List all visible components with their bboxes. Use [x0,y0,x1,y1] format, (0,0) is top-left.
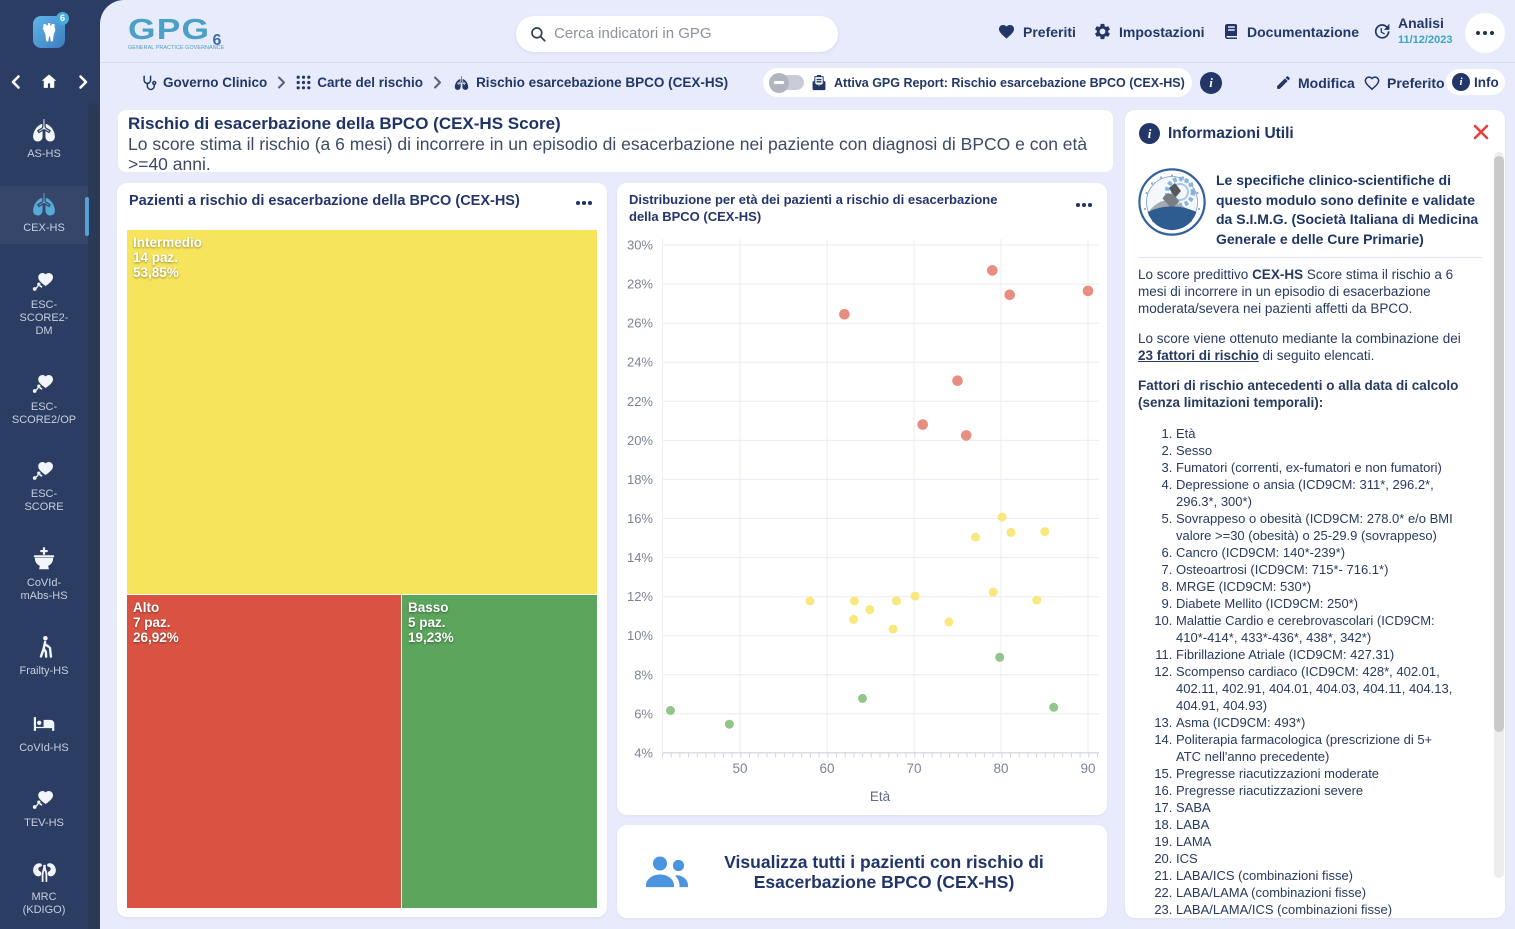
svg-text:4%: 4% [634,745,653,760]
svg-text:26%: 26% [627,316,653,331]
svg-text:18%: 18% [627,472,653,487]
svg-text:70: 70 [906,761,921,776]
svg-text:14%: 14% [627,550,653,565]
svg-text:90: 90 [1080,761,1095,776]
svg-text:10%: 10% [627,628,653,643]
svg-text:24%: 24% [627,355,653,370]
svg-text:60: 60 [819,761,834,776]
svg-text:16%: 16% [627,511,653,526]
svg-text:8%: 8% [634,667,653,682]
svg-text:28%: 28% [627,277,653,292]
svg-text:6%: 6% [634,706,653,721]
svg-text:Età: Età [870,789,891,804]
svg-text:20%: 20% [627,433,653,448]
svg-text:80: 80 [993,761,1008,776]
svg-text:30%: 30% [627,238,653,253]
svg-text:12%: 12% [627,589,653,604]
svg-text:50: 50 [732,761,747,776]
svg-text:22%: 22% [627,394,653,409]
